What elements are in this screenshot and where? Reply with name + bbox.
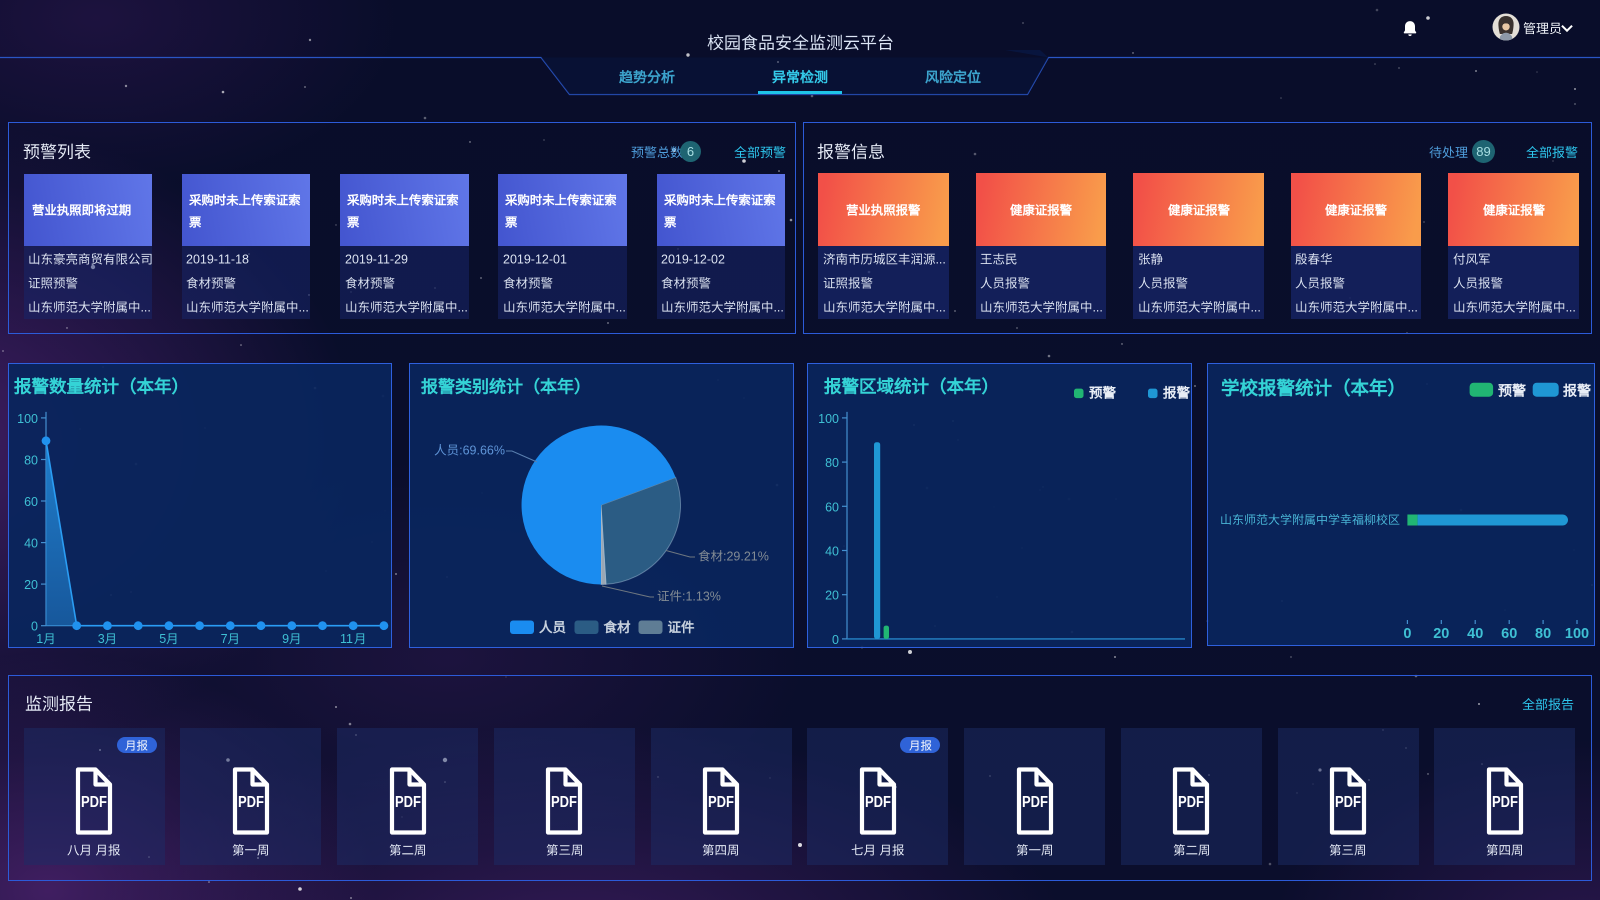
svg-text:...: ... [299,300,309,314]
svg-text:100: 100 [1565,626,1589,642]
svg-text:PDF: PDF [1178,794,1204,811]
svg-text:100: 100 [818,412,839,426]
svg-text:60: 60 [825,500,839,514]
svg-text:11: 11 [340,632,353,646]
svg-text::29.21%: :29.21% [723,550,769,564]
svg-text:80: 80 [825,456,839,470]
svg-text:...: ... [935,300,945,314]
svg-text:5: 5 [159,632,166,646]
svg-text:PDF: PDF [1492,794,1518,811]
svg-text:9: 9 [282,632,289,646]
svg-text:...: ... [1093,300,1103,314]
svg-text:20: 20 [24,578,38,592]
svg-text:100: 100 [17,412,38,426]
svg-text:2019-11-18: 2019-11-18 [186,252,249,266]
svg-text:PDF: PDF [1022,794,1048,811]
svg-text:PDF: PDF [865,794,891,811]
svg-text:PDF: PDF [1335,794,1361,811]
svg-text:...: ... [457,300,467,314]
svg-text:...: ... [1408,300,1418,314]
svg-text:40: 40 [825,545,839,559]
svg-text:2019-11-29: 2019-11-29 [345,252,408,266]
svg-text:PDF: PDF [708,794,734,811]
svg-text:0: 0 [832,633,839,647]
svg-text::1.13%: :1.13% [682,590,721,604]
svg-text:40: 40 [1467,626,1483,642]
svg-text:40: 40 [24,537,38,551]
svg-text:0: 0 [1403,626,1411,642]
svg-text:1: 1 [36,632,43,646]
svg-text:0: 0 [31,620,38,634]
svg-text:20: 20 [825,589,839,603]
svg-text:80: 80 [24,454,38,468]
svg-text:...: ... [141,300,151,314]
svg-text:7: 7 [221,632,228,646]
svg-text:80: 80 [1535,626,1551,642]
svg-text:PDF: PDF [81,794,107,811]
svg-text:...: ... [935,252,945,266]
svg-text:20: 20 [1433,626,1449,642]
svg-text:...: ... [773,300,783,314]
svg-text:...: ... [1565,300,1575,314]
svg-text:2019-12-01: 2019-12-01 [503,252,567,266]
svg-text:60: 60 [1501,626,1517,642]
svg-text:PDF: PDF [395,794,421,811]
svg-text:3: 3 [98,632,105,646]
svg-text::69.66%: :69.66% [459,444,505,458]
svg-text:PDF: PDF [551,794,577,811]
svg-text:...: ... [615,300,625,314]
svg-text:...: ... [1250,300,1260,314]
svg-text:PDF: PDF [238,794,264,811]
svg-text:60: 60 [24,495,38,509]
svg-text:2019-12-02: 2019-12-02 [661,252,725,266]
